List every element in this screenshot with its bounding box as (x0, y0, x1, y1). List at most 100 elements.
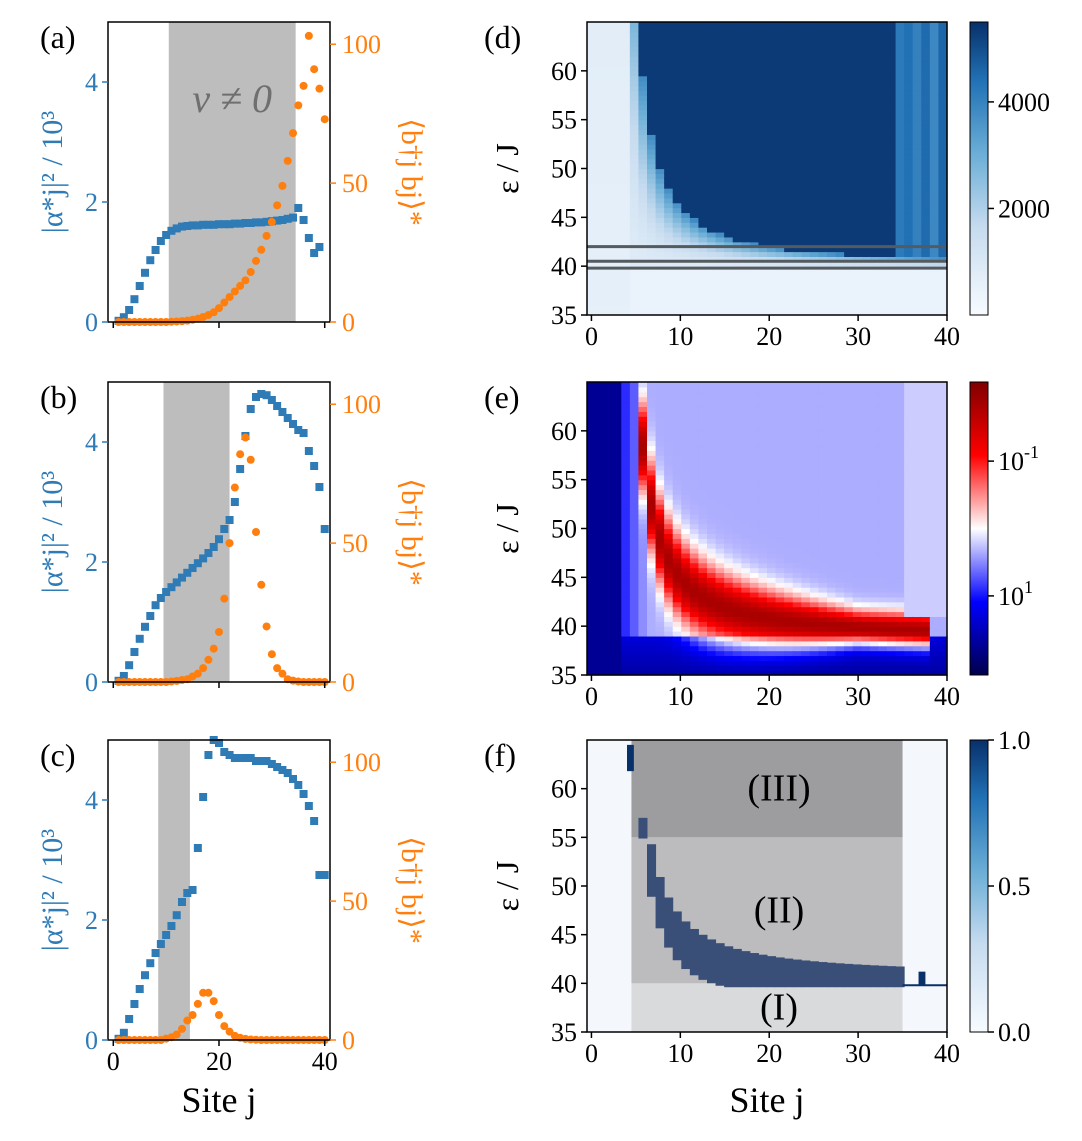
heatmap-cell (715, 450, 725, 456)
heatmap-cell (698, 513, 708, 520)
heatmap-cell (621, 148, 631, 155)
heatmap-cell (621, 251, 631, 257)
heatmap-cell (784, 611, 794, 617)
heatmap-cell (638, 227, 648, 233)
heatmap-cell (638, 75, 648, 82)
heatmap-cell (767, 192, 777, 199)
heatmap-cell (647, 455, 657, 461)
heatmap-cell (758, 670, 768, 676)
heatmap-cell (664, 26, 674, 33)
heatmap-cell (689, 494, 700, 500)
heatmap-cell (929, 168, 940, 174)
heatmap-cell (689, 31, 700, 38)
heatmap-cell (629, 587, 640, 593)
heatmap-cell (681, 548, 691, 554)
heatmap-cell (767, 567, 777, 574)
alpha-point (151, 601, 160, 610)
heatmap-cell (792, 80, 802, 87)
heatmap-cell (818, 489, 828, 495)
heatmap-cell (612, 538, 622, 544)
heatmap-cell (698, 148, 708, 155)
heatmap-cell (809, 173, 820, 179)
heatmap-cell (681, 119, 691, 126)
heatmap-cell (784, 562, 794, 569)
heatmap-cell (638, 56, 648, 62)
heatmap-cell (698, 504, 708, 510)
heatmap-cell (921, 105, 931, 111)
heatmap-cell (861, 61, 871, 67)
heatmap-cell (861, 401, 871, 408)
heatmap-cell (775, 528, 785, 534)
right-tick-label: 50 (342, 887, 368, 916)
heatmap-cell (878, 460, 888, 466)
heatmap-cell (869, 90, 880, 96)
heatmap-cell (767, 256, 777, 262)
heatmap-cell (758, 665, 768, 671)
heatmap-cell (587, 144, 597, 150)
heatmap-cell (715, 183, 725, 189)
heatmap-cell (801, 168, 811, 174)
heatmap-cell (938, 46, 948, 52)
heatmap-cell (921, 231, 931, 238)
heatmap-cell (604, 440, 614, 447)
heatmap-cell (681, 543, 691, 549)
alpha-point (278, 408, 287, 416)
heatmap-cell (698, 222, 708, 228)
heatmap-cell (749, 616, 760, 622)
heatmap-cell (707, 572, 717, 578)
heatmap-cell (689, 611, 700, 617)
heatmap-cell (878, 640, 888, 647)
heatmap-cell (655, 95, 665, 101)
heatmap-cell (835, 148, 845, 155)
heatmap-cell (664, 100, 674, 106)
heatmap-cell (921, 217, 931, 223)
heatmap-cell (741, 285, 751, 292)
heatmap-cell (629, 31, 640, 38)
heatmap-cell (689, 212, 700, 218)
heatmap-cell (587, 197, 597, 204)
heatmap-cell (638, 183, 648, 189)
heatmap-cell (938, 56, 948, 62)
heatmap-cell (698, 280, 708, 287)
heatmap-cell (672, 416, 682, 422)
heatmap-cell (827, 85, 837, 91)
heatmap-cell (827, 665, 837, 671)
heatmap-cell (612, 416, 622, 422)
heatmap-cell (707, 236, 717, 243)
heatmap-cell (655, 479, 665, 486)
heatmap-cell (861, 460, 871, 466)
heatmap-cell (827, 90, 837, 96)
heatmap-cell (707, 241, 717, 248)
heatmap-cell (647, 582, 657, 588)
heatmap-cell (767, 41, 777, 48)
heatmap-cell (604, 430, 614, 437)
heatmap-cell (827, 192, 837, 199)
heatmap-cell (767, 158, 777, 165)
heatmap-cell (844, 640, 854, 647)
heatmap-cell (904, 22, 914, 28)
heatmap-cell (621, 543, 631, 549)
x-tick-label: 0 (585, 322, 598, 351)
heatmap-cell (698, 241, 708, 248)
heatmap-cell (852, 246, 862, 253)
alpha-point (141, 971, 149, 980)
heatmap-cell (827, 440, 837, 447)
heatmap-cell (827, 246, 837, 253)
heatmap-cell (895, 41, 905, 48)
heatmap-cell (715, 256, 725, 262)
heatmap-cell (801, 650, 811, 657)
heatmap-cell (698, 557, 708, 564)
heatmap-cell (681, 596, 691, 603)
heatmap-cell (827, 80, 837, 87)
heatmap-cell (749, 543, 760, 549)
heatmap-cell (647, 227, 657, 233)
heatmap-cell (818, 528, 828, 534)
heatmap-cell (681, 178, 691, 184)
heatmap-cell (612, 425, 622, 432)
heatmap-cell (715, 582, 725, 588)
heatmap-cell (715, 310, 725, 316)
heatmap-cell (835, 489, 845, 495)
heatmap-cell (587, 635, 597, 642)
heatmap-cell (604, 212, 614, 218)
heatmap-cell (612, 533, 622, 539)
